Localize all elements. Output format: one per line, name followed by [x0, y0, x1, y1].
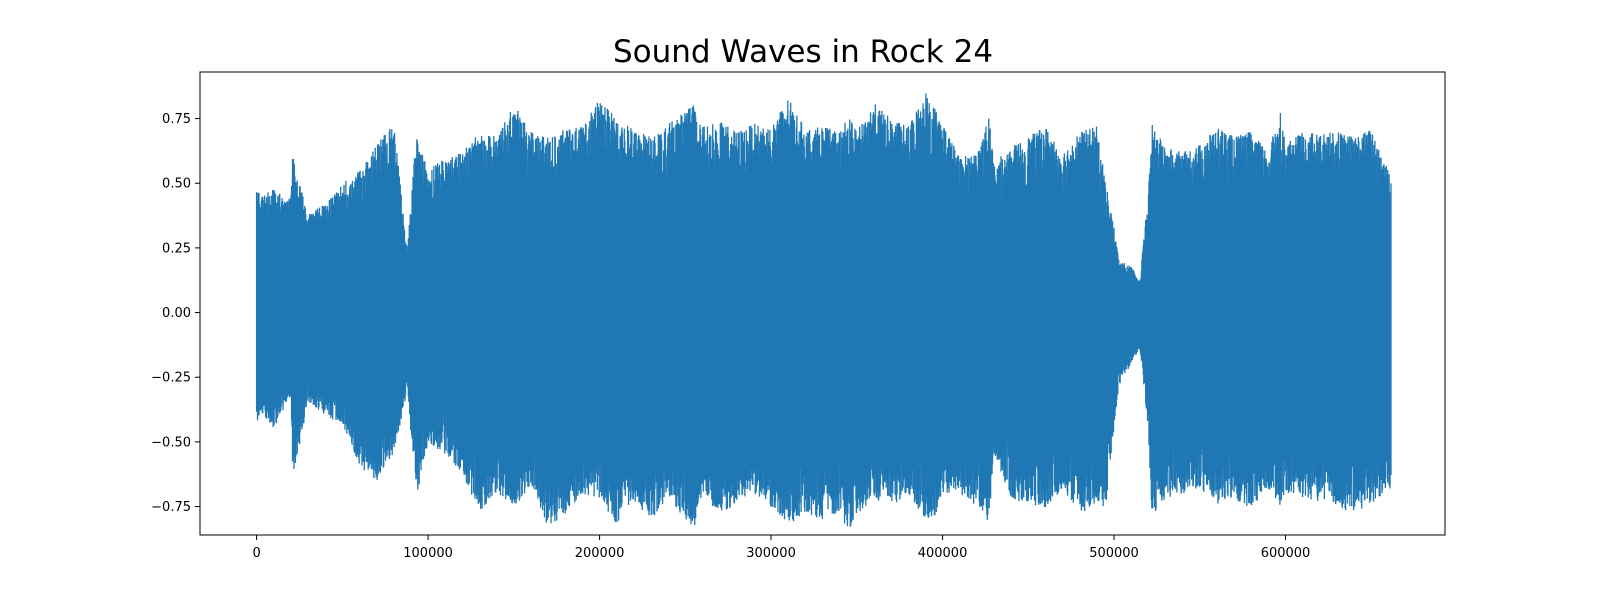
y-axis: −0.75 −0.50 −0.25 0.00 0.25 0.50 0.75: [151, 112, 200, 515]
y-tick-label: −0.75: [151, 500, 191, 515]
plot-area: [255, 93, 1392, 527]
x-tick-label: 500000: [1089, 546, 1139, 561]
y-tick-label: 0.00: [162, 306, 191, 321]
y-tick-label: 0.50: [162, 177, 191, 192]
y-tick-label: −0.25: [151, 371, 191, 386]
x-axis: 0 100000 200000 300000 400000 500000 600000: [252, 535, 1310, 561]
axes-frame: [199, 71, 1446, 536]
x-tick-label: 0: [252, 546, 260, 561]
waveform-line: [255, 93, 1392, 527]
x-tick-label: 200000: [575, 546, 625, 561]
y-tick-label: 0.25: [162, 241, 191, 256]
y-tick-label: 0.75: [162, 112, 191, 127]
x-tick-label: 300000: [746, 546, 796, 561]
x-tick-label: 600000: [1261, 546, 1311, 561]
x-tick-label: 100000: [403, 546, 453, 561]
chart-title: Sound Waves in Rock 24: [613, 34, 993, 70]
x-tick-label: 400000: [918, 546, 968, 561]
y-tick-label: −0.50: [151, 435, 191, 450]
